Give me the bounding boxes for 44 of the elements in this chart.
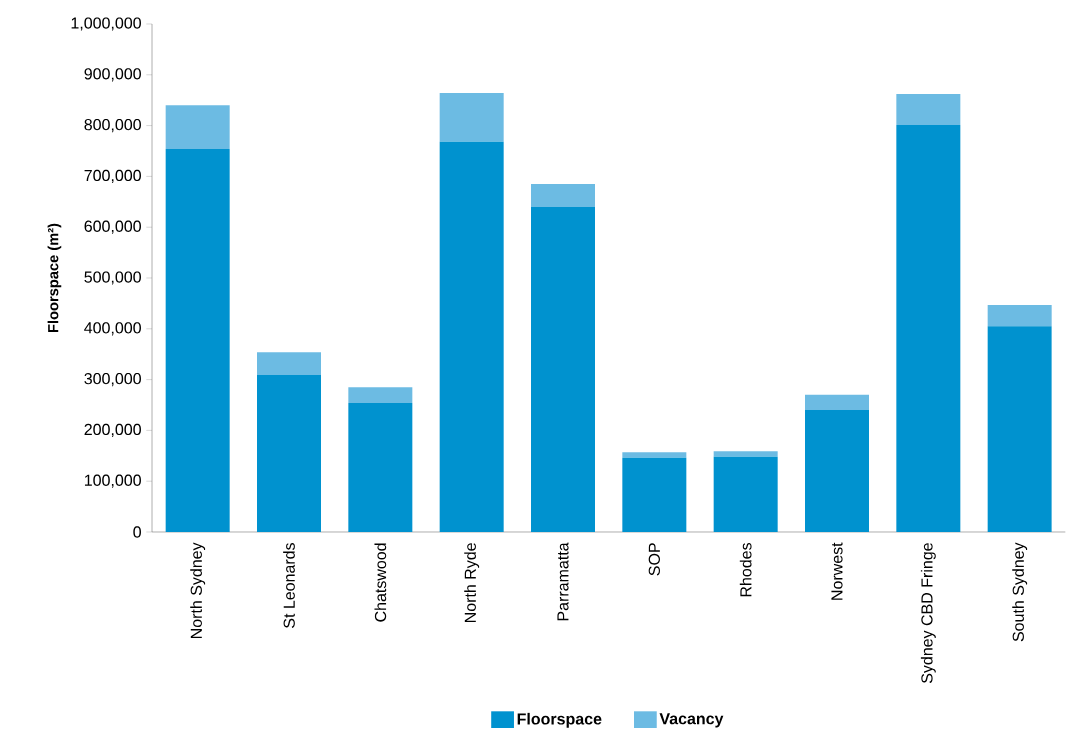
y-tick-label: 300,000 [84,373,141,387]
legend-label: Floorspace [517,712,602,728]
legend-label: Vacancy [659,713,724,728]
x-tick-label: North Sydney [190,542,206,639]
bar [987,326,1052,533]
y-axis-title: Floorspace (m²) [47,223,62,333]
bar [257,375,321,533]
bar [713,451,778,457]
y-tick-label: 400,000 [84,322,141,336]
y-tick-label: 500,000 [84,271,141,285]
bar [439,141,504,533]
y-tick-label: 700,000 [84,169,141,184]
bar [896,125,961,533]
bar [348,387,413,404]
x-tick-label: Parramatta [557,542,569,621]
y-tick-label: 600,000 [84,220,141,234]
y-tick-label: 900,000 [84,68,141,82]
bar [622,452,687,458]
bar [165,105,230,150]
x-tick-label: Chatswood [374,543,387,622]
y-tick-label: 1,000,000 [71,17,141,31]
bar [713,456,778,533]
bar [987,305,1052,327]
x-tick-label: South Sydney [1012,542,1028,642]
y-tick-label: 0 [133,526,141,538]
bar [622,457,687,533]
y-tick-label: 100,000 [84,474,141,488]
bar [805,394,869,411]
bar [257,352,321,376]
bar [531,184,595,207]
bar [896,94,961,126]
x-tick-label: North Ryde [464,543,480,623]
bar [439,93,504,142]
y-tick-label: 800,000 [84,119,141,133]
x-tick-label: St Leonards [283,543,295,629]
x-tick-label: SOP [648,543,660,576]
bar [348,403,413,533]
y-tick-label: 200,000 [84,423,141,438]
bar [165,149,230,533]
x-tick-label: Rhodes [739,543,752,597]
x-tick-label: Norwest [831,542,843,600]
bar [805,410,869,533]
bar [531,206,595,533]
x-tick-label: Sydney CBD Fringe [920,543,936,684]
